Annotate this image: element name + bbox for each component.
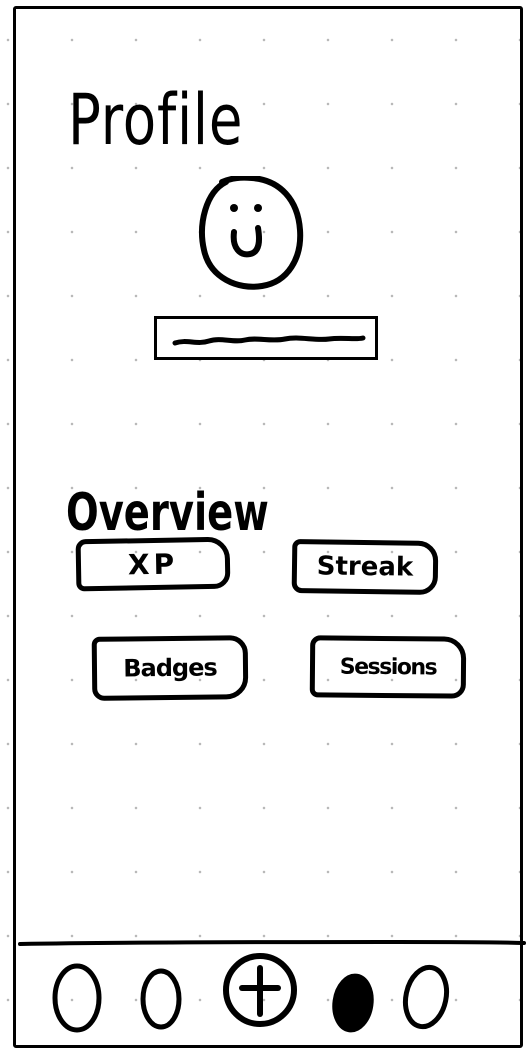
tab-circle-icon	[402, 964, 450, 1030]
tab-item-add[interactable]	[220, 952, 300, 1032]
plus-circle-icon	[223, 953, 297, 1027]
tab-circle-icon	[140, 968, 182, 1030]
overview-title: Overview	[66, 483, 269, 544]
sessions-card-label: Sessions	[339, 654, 437, 680]
xp-card-label: XP	[127, 547, 179, 581]
tab-item-4-active[interactable]	[330, 970, 376, 1036]
bottom-tabbar	[18, 948, 518, 1040]
name-field[interactable]	[154, 316, 378, 360]
tab-circle-icon	[52, 963, 102, 1033]
sessions-card[interactable]: Sessions	[309, 635, 467, 699]
filled-circle-icon	[332, 973, 374, 1033]
badges-card[interactable]: Badges	[91, 635, 249, 701]
avatar[interactable]	[196, 174, 306, 292]
streak-card[interactable]: Streak	[291, 538, 439, 596]
tab-item-2[interactable]	[138, 966, 184, 1032]
badges-card-label: Badges	[123, 653, 217, 683]
streak-card-label: Streak	[316, 551, 414, 583]
name-scribble	[172, 335, 366, 346]
xp-card[interactable]: XP	[75, 536, 231, 592]
tabbar-divider	[18, 940, 526, 946]
tab-item-5[interactable]	[398, 960, 454, 1032]
page-title: Profile	[68, 78, 244, 161]
phone-frame	[13, 6, 523, 1048]
smiley-face-icon	[199, 174, 304, 290]
tab-item-1[interactable]	[50, 962, 104, 1034]
